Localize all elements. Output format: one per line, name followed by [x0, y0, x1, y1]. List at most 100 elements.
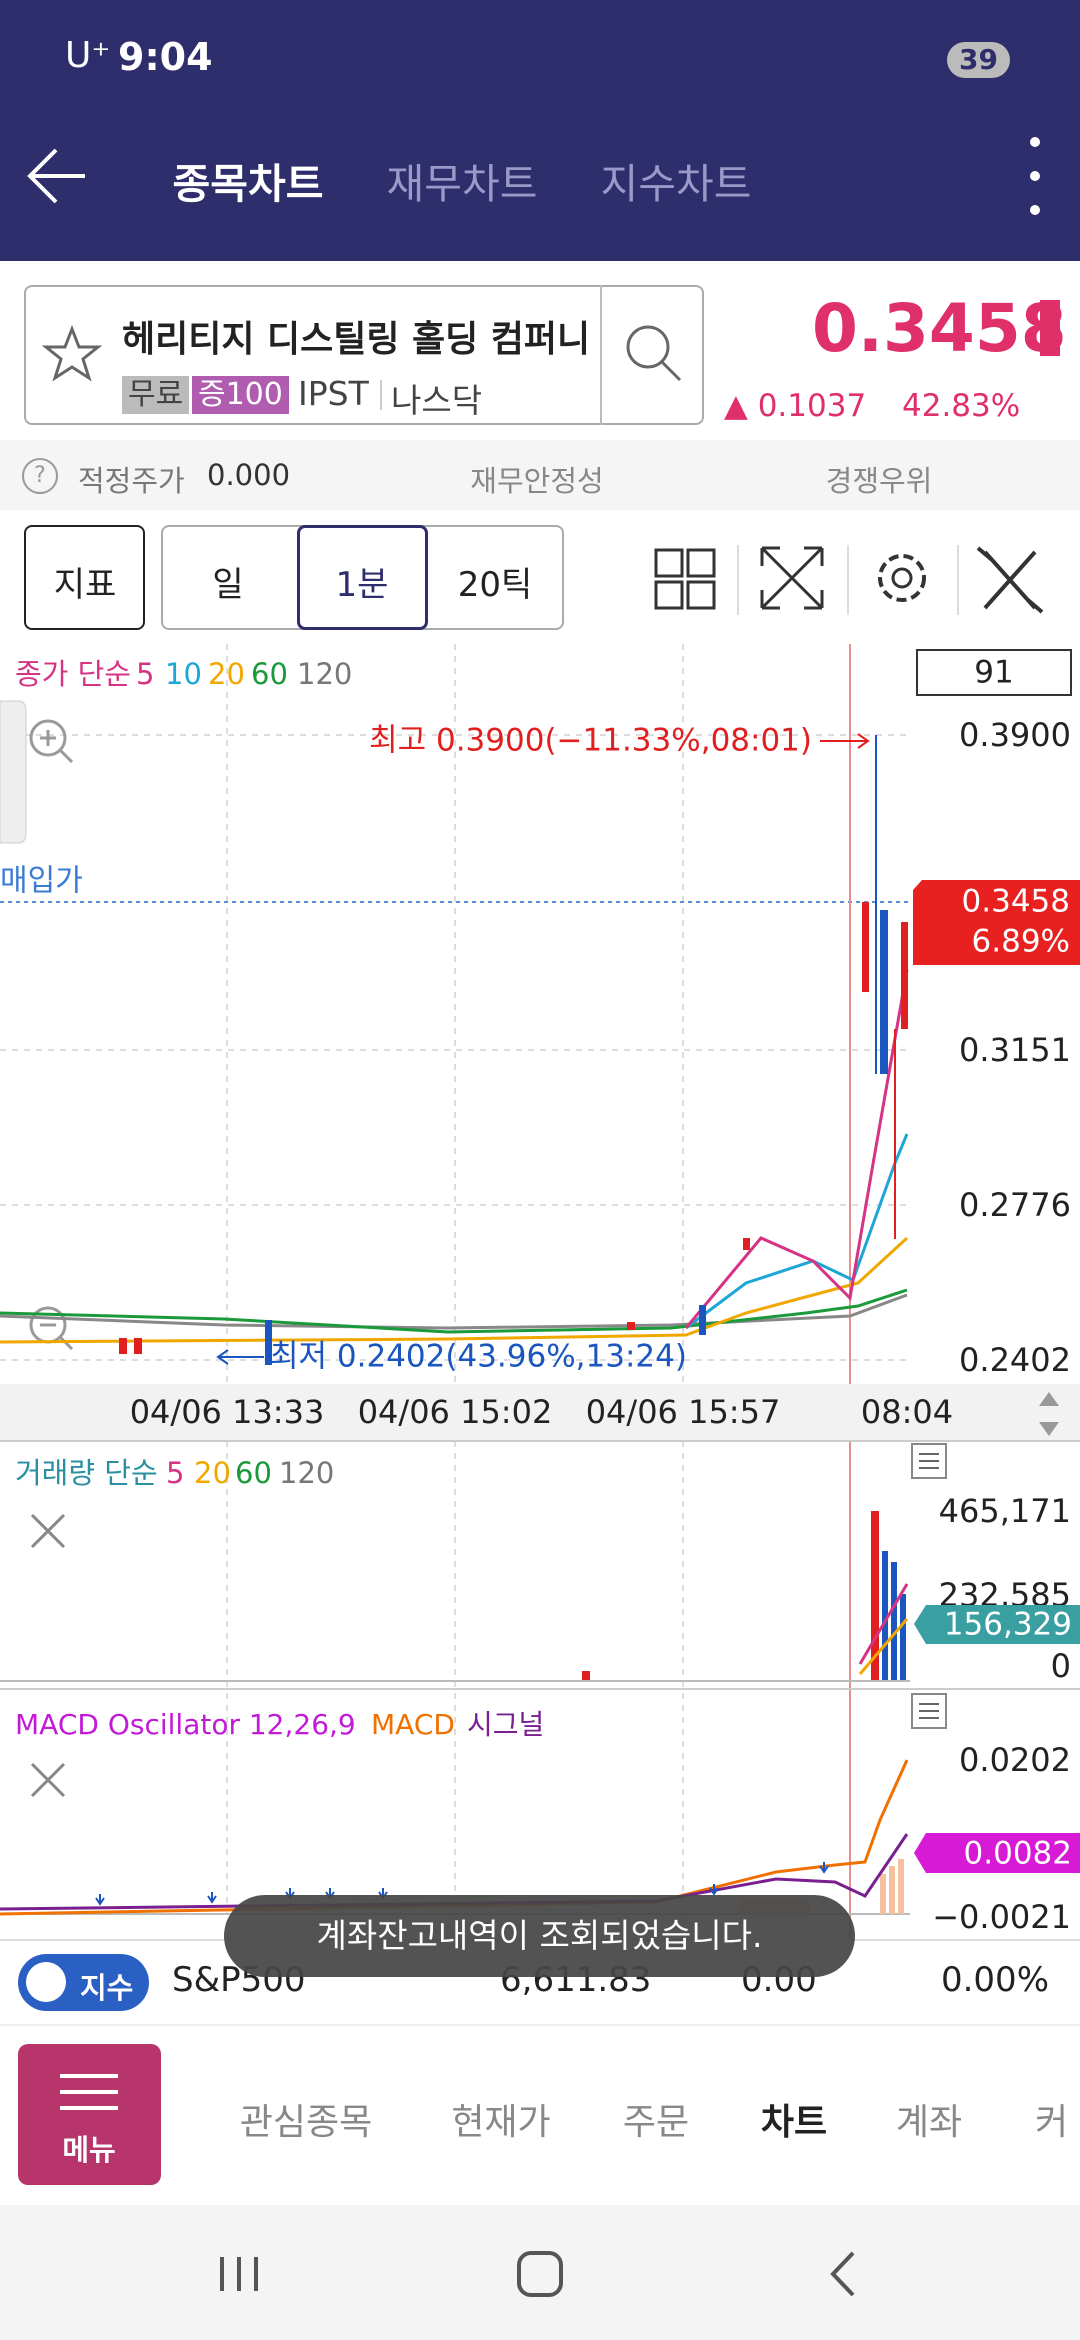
count-box[interactable] [916, 649, 1072, 696]
legend-label: 120 [279, 1456, 334, 1490]
high-arrow [820, 733, 870, 749]
current-macd: 0.0082 [964, 1836, 1072, 1872]
fair-price: 0.000 [207, 458, 291, 492]
layout-icon[interactable] [654, 548, 684, 578]
badge-label: 지수 [80, 1971, 134, 2005]
close-panel[interactable] [30, 1762, 66, 1798]
settings-icon[interactable] [878, 554, 926, 602]
market: 나스닥 [391, 381, 483, 420]
low-note: 최저 0.2402(43.96%,13:24) [270, 1339, 687, 1375]
period-button-active[interactable] [297, 525, 428, 630]
carrier: U⁺ [65, 35, 111, 76]
bottom-nav [0, 2024, 1080, 2205]
fair-price-label: 적정주가 [78, 464, 185, 498]
fullscreen-icon[interactable] [760, 546, 824, 610]
legend-label: 시그널 [467, 1708, 544, 1741]
toast: 계좌잔고내역이 조회되었습니다. [224, 1895, 855, 1977]
recents-button[interactable] [220, 2257, 258, 2291]
info-row [0, 440, 1080, 510]
index-icon [26, 1962, 66, 2002]
stock-box[interactable] [24, 285, 704, 425]
count: 91 [974, 655, 1013, 691]
zoom-in[interactable] [29, 719, 67, 757]
date-axis [0, 1384, 1080, 1441]
index-rate: 0.00% [940, 1960, 1049, 2000]
kebab-dot[interactable] [1030, 205, 1040, 215]
home-button[interactable] [517, 2251, 563, 2297]
nav-item[interactable]: 현재가 [451, 2102, 551, 2143]
stock-name: 헤리티지 디스틸링 홀딩 컴퍼니 [122, 319, 591, 360]
separator [380, 380, 382, 410]
nav-item[interactable]: 커 [1035, 2102, 1069, 2143]
legend-label: 60 [251, 657, 288, 691]
kebab-dot[interactable] [1030, 137, 1040, 147]
favorite-star[interactable] [41, 324, 103, 382]
legend-label: 종가 단순 [15, 657, 131, 691]
purchase-label: 매입가 [0, 864, 83, 899]
legend-label: MACD Oscillator 12,26,9 [15, 1708, 356, 1741]
current-price: 0.3458 [962, 884, 1070, 920]
tools-icon[interactable] [976, 546, 1044, 614]
tag: 증100 [192, 376, 289, 414]
y-axis-label: 0.3900 [959, 716, 1071, 754]
button-label: 지표 [53, 565, 117, 605]
layout-icon [686, 580, 716, 610]
info-item[interactable]: 재무안정성 [470, 464, 604, 498]
y-axis-label: 0.0202 [959, 1741, 1071, 1779]
macd-tag [914, 1833, 1080, 1873]
change: ▲ 0.1037 [724, 388, 867, 424]
legend-label: 60 [235, 1456, 272, 1490]
tab[interactable]: 종목차트 [172, 160, 324, 208]
kebab-dot[interactable] [1030, 171, 1040, 181]
legend-label: 20 [208, 657, 245, 691]
nav-item[interactable]: 관심종목 [239, 2102, 373, 2143]
search-icon[interactable] [626, 325, 670, 369]
nav-item-active[interactable]: 차트 [760, 2102, 828, 2143]
close-panel[interactable] [30, 1513, 66, 1549]
legend-label: 120 [297, 657, 352, 691]
chart-area: 종가 단순 5 10 20 60 120 91 0.3900 0.3151 0.… [0, 644, 1080, 1939]
button-label: 일 [212, 565, 244, 605]
clock: 9:04 [118, 35, 213, 79]
back-button[interactable] [27, 148, 85, 204]
x-axis-label: 04/06 13:33 [130, 1393, 325, 1431]
system-nav [0, 2205, 1080, 2340]
tab[interactable]: 지수차트 [600, 160, 752, 208]
side-tab[interactable] [0, 700, 27, 844]
menu-label: 메뉴 [62, 2133, 116, 2167]
panel-menu [919, 1703, 939, 1719]
search-icon [660, 360, 682, 382]
indicator-button[interactable] [24, 525, 145, 630]
back-nav-button[interactable] [830, 2251, 855, 2297]
menu-button[interactable] [18, 2044, 161, 2185]
zoom-in [40, 730, 74, 764]
tab[interactable]: 재무차트 [386, 160, 538, 208]
current-volume: 156,329 [944, 1607, 1072, 1643]
grid [0, 644, 910, 1939]
layout-icon [686, 548, 716, 578]
volume-bars [0, 1511, 910, 1682]
nav-item[interactable]: 주문 [622, 2102, 690, 2143]
price-tag [913, 880, 1080, 965]
header-icons [27, 137, 1040, 215]
y-axis-label: 0.3151 [959, 1031, 1071, 1069]
layout-icon [654, 580, 684, 610]
legend-label: 20 [194, 1456, 231, 1490]
legend-label: 거래량 단순 [15, 1456, 158, 1490]
button-label: 20틱 [457, 565, 533, 605]
menu-icon [60, 2074, 118, 2110]
legend-label: 5 [166, 1456, 184, 1490]
x-axis-label: 04/06 15:02 [358, 1393, 553, 1431]
scroll-arrows[interactable] [1039, 1392, 1059, 1436]
help-icon[interactable]: ? [22, 458, 58, 494]
price-marker [1040, 300, 1060, 356]
info-item[interactable]: 경쟁우위 [825, 464, 933, 498]
y-axis-label: −0.0021 [932, 1898, 1071, 1936]
tool-icons [654, 545, 1044, 615]
low-arrow [216, 1349, 264, 1365]
legend-label: MACD [371, 1708, 455, 1741]
candles [119, 735, 908, 1365]
legend-label: 10 [165, 657, 202, 691]
nav-item[interactable]: 계좌 [895, 2102, 963, 2143]
